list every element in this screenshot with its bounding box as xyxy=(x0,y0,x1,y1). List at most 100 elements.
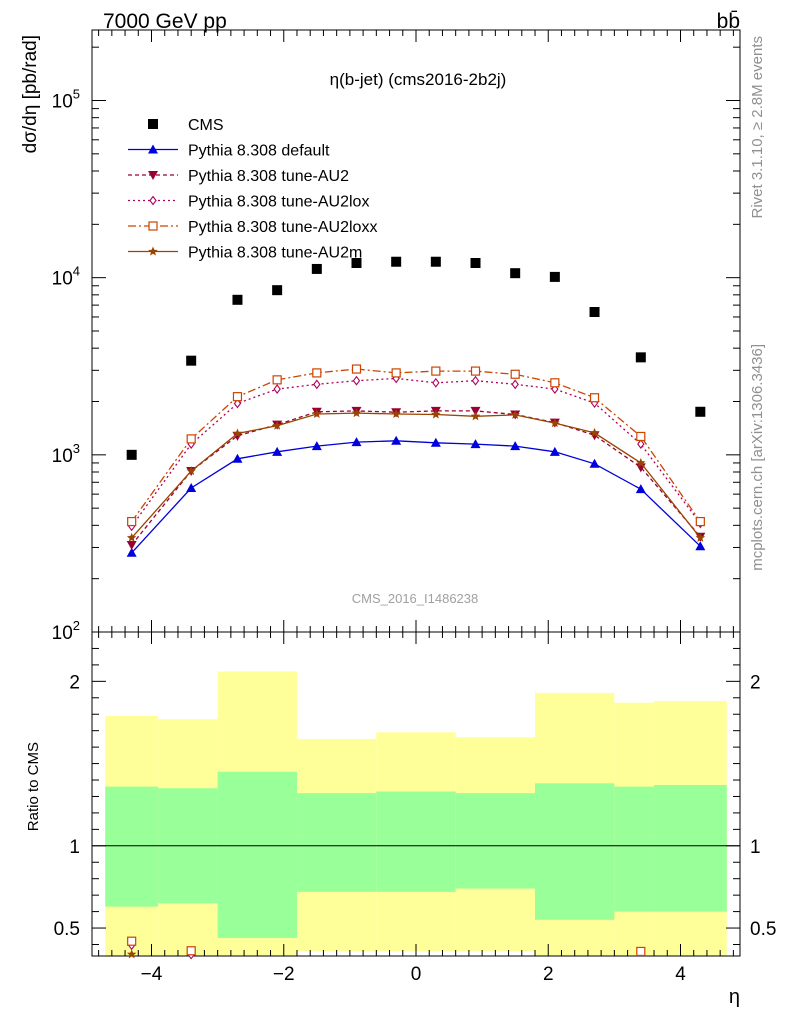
ratio-data-point xyxy=(126,949,137,959)
mc-data-point xyxy=(232,453,243,463)
mc-data-point xyxy=(589,431,600,441)
mc-data-point xyxy=(431,409,441,419)
legend-entry: Pythia 8.308 tune-AU2 xyxy=(128,168,349,185)
mc-data-point xyxy=(127,516,137,527)
mc-data-point xyxy=(312,368,322,378)
watermark-label: CMS_2016_I1486238 xyxy=(352,591,479,606)
x-axis-label: η xyxy=(729,986,740,1008)
mc-data-point xyxy=(635,484,646,494)
mc-data-point xyxy=(391,368,401,378)
ratio-tick-label-right: 1 xyxy=(750,837,761,858)
cms-data-point xyxy=(589,307,600,318)
cms-data-point xyxy=(232,294,243,305)
ratio-stat-band xyxy=(614,786,655,912)
legend-marker xyxy=(148,246,158,256)
mc-data-point xyxy=(311,441,322,451)
legend-label: CMS xyxy=(188,117,224,134)
cms-data-point xyxy=(470,258,481,269)
cms-data-point xyxy=(272,285,283,296)
x-tick-label: −2 xyxy=(273,964,295,985)
mc-series-line xyxy=(131,412,701,539)
x-tick-label: 4 xyxy=(675,964,686,985)
x-tick-label: −4 xyxy=(141,964,163,985)
mc-data-point xyxy=(589,458,600,468)
y-axis-label: dσ/dη [pb/rad] xyxy=(20,35,41,153)
mc-data-point xyxy=(511,379,519,390)
cms-data-point xyxy=(635,352,646,363)
cms-data-point xyxy=(430,256,441,267)
mc-data-point xyxy=(351,364,362,374)
ratio-stat-band xyxy=(535,783,615,920)
mc-data-point xyxy=(430,437,441,447)
series-4 xyxy=(127,364,705,957)
mc-data-point xyxy=(351,408,362,418)
mc-data-point xyxy=(471,375,480,386)
x-tick-label: 0 xyxy=(411,964,422,985)
header-left-label: 7000 GeV pp xyxy=(103,10,227,33)
cms-data-point xyxy=(549,271,560,282)
mc-data-point xyxy=(391,409,401,419)
series-0 xyxy=(126,256,706,460)
legend-label: Pythia 8.308 tune-AU2loxx xyxy=(188,219,377,236)
mc-data-point xyxy=(313,379,321,390)
mc-data-point xyxy=(636,457,646,467)
series-layer xyxy=(126,256,706,960)
mc-data-point xyxy=(126,547,137,557)
legend-entry: Pythia 8.308 tune-AU2lox xyxy=(128,194,369,211)
cms-data-point xyxy=(351,258,362,269)
mc-data-point xyxy=(272,375,282,385)
mc-data-point xyxy=(510,409,520,419)
legend-marker xyxy=(148,119,158,129)
chart-title: η(b-jet) (cms2016-2b2j) xyxy=(330,70,507,89)
mc-data-point xyxy=(233,398,242,409)
ratio-stat-band xyxy=(296,793,377,892)
mc-data-point xyxy=(589,393,600,403)
ratio-uncertainty-bands xyxy=(105,671,727,956)
mc-data-point xyxy=(186,466,196,476)
cms-data-point xyxy=(311,263,322,274)
legend-label: Pythia 8.308 tune-AU2m xyxy=(188,245,362,262)
legend-label: Pythia 8.308 tune-AU2lox xyxy=(188,194,369,211)
mc-data-point xyxy=(470,439,481,449)
mc-data-point xyxy=(232,428,243,438)
axis-ticks: −4 −2 0 2 4 102 103 104 105 0.5 0.5 1 1 2 2 xyxy=(52,30,776,985)
mc-data-point xyxy=(272,420,282,430)
y-tick-label: 104 xyxy=(52,264,80,290)
mc-data-point xyxy=(432,377,440,388)
legend: CMS Pythia 8.308 default Pythia 8.308 tune… xyxy=(128,117,377,262)
ratio-stat-band xyxy=(105,786,159,907)
mc-data-point xyxy=(550,418,560,428)
mc-data-point xyxy=(186,434,196,444)
ratio-data-point xyxy=(636,946,646,957)
ratio-tick-label: 0.5 xyxy=(54,919,80,940)
mc-data-point xyxy=(636,431,646,442)
mc-data-point xyxy=(549,446,560,456)
y-tick-label: 102 xyxy=(52,618,80,644)
mc-data-point xyxy=(695,541,706,551)
legend-marker xyxy=(149,195,157,206)
legend-entry: Pythia 8.308 default xyxy=(128,143,330,160)
cms-data-point xyxy=(126,449,137,460)
legend-entry: CMS xyxy=(148,117,224,134)
ratio-tick-label-right: 2 xyxy=(750,672,761,693)
legend-label: Pythia 8.308 default xyxy=(188,143,330,160)
legend-label: Pythia 8.308 tune-AU2 xyxy=(188,168,349,185)
ratio-data-point xyxy=(186,946,196,956)
mc-data-point xyxy=(273,384,281,395)
ratio-stat-band xyxy=(217,771,297,938)
mc-data-point xyxy=(126,540,137,550)
mc-data-point xyxy=(431,366,441,376)
rivet-version-label: Rivet 3.1.10, ≥ 2.8M events xyxy=(749,36,766,219)
legend-entry: Pythia 8.308 tune-AU2m xyxy=(128,245,362,262)
legend-entry: Pythia 8.308 tune-AU2loxx xyxy=(128,219,377,236)
mc-data-point xyxy=(510,369,520,379)
mc-data-point xyxy=(232,392,243,402)
ratio-tick-label: 2 xyxy=(69,672,80,693)
cms-data-point xyxy=(186,355,197,366)
mc-data-point xyxy=(510,441,521,451)
x-tick-label: 2 xyxy=(543,964,554,985)
mcplots-label: mcplots.cern.ch [arXiv:1306.3436] xyxy=(749,344,766,571)
mc-data-point xyxy=(589,427,600,437)
ratio-stat-band xyxy=(376,791,456,892)
